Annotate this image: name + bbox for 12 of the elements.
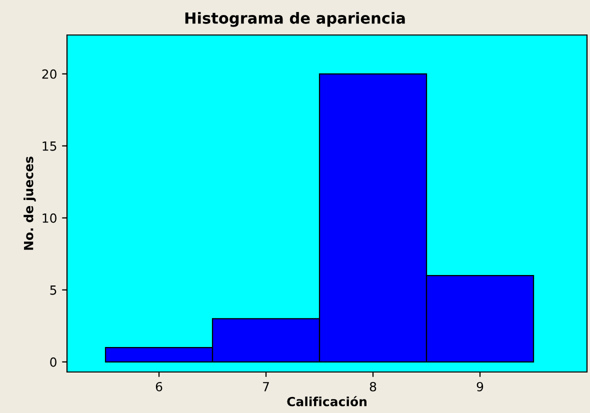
x-tick-label: 7 (263, 382, 269, 392)
y-axis-title: No. de jueces (24, 156, 36, 250)
x-tick-label: 8 (370, 382, 376, 392)
y-tick-label: 20 (42, 69, 56, 79)
y-tick-label: 5 (50, 286, 56, 295)
y-tick-label: 15 (42, 142, 56, 151)
x-tick-label: 6 (156, 382, 162, 392)
y-tick-label: 10 (42, 213, 56, 223)
x-tick-label: 9 (476, 382, 484, 392)
x-axis-title: Calificación (287, 396, 366, 406)
y-tick-label: 0 (50, 357, 56, 367)
chart-title: Histograma de apariencia (185, 12, 405, 27)
